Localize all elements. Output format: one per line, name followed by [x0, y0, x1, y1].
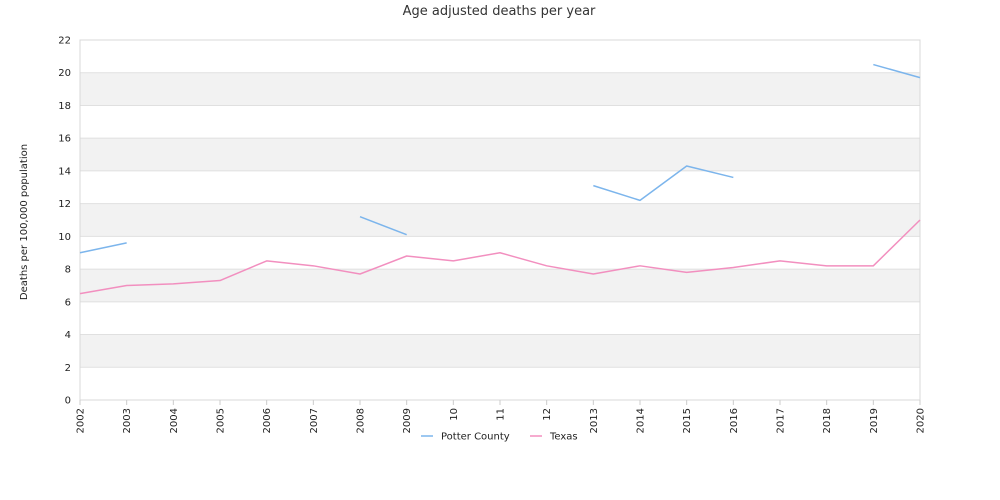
- y-tick-label: 4: [65, 330, 71, 341]
- x-tick-label: 2020: [916, 408, 927, 433]
- plot-band: [80, 203, 920, 237]
- legend-label: Potter County: [441, 432, 510, 443]
- x-tick-label: 2008: [356, 408, 367, 433]
- plot-bands: [80, 72, 920, 368]
- plot-band: [80, 72, 920, 106]
- y-tick-label: 0: [65, 396, 71, 407]
- x-tick-label: 2016: [729, 408, 740, 433]
- chart-title: Age adjusted deaths per year: [403, 4, 596, 19]
- legend-item-0[interactable]: Potter County: [421, 432, 510, 443]
- x-tick-label: 2017: [776, 408, 787, 433]
- x-tick-label: 2007: [309, 408, 320, 433]
- x-tick-label: 2003: [122, 408, 133, 433]
- legend[interactable]: Potter County Texas: [421, 432, 578, 443]
- plot-band: [80, 334, 920, 368]
- legend-label: Texas: [549, 432, 578, 443]
- x-tick-label: 2005: [216, 408, 227, 433]
- x-tick-label: 2018: [822, 408, 833, 433]
- series-0: [79, 63, 921, 254]
- series-line-segment: [79, 242, 127, 254]
- x-tick-label: 2013: [589, 408, 600, 433]
- series-line-segment: [593, 165, 734, 202]
- series-line-segment: [79, 219, 921, 295]
- y-tick-label: 20: [58, 68, 71, 79]
- plot-band: [80, 269, 920, 302]
- x-tick-labels: 2002 2003 2004 2005 2006 2007 2008 2009 10 11 12 20…: [76, 400, 927, 433]
- legend-item-1[interactable]: Texas: [530, 432, 578, 443]
- x-tick-label: 2006: [262, 408, 273, 433]
- y-tick-label: 18: [58, 101, 71, 112]
- y-tick-label: 22: [58, 36, 71, 47]
- y-tick-labels: 0 2 4 6 8 10 12 14 16 18 20 22: [58, 36, 71, 407]
- series-lines: [79, 63, 921, 295]
- y-tick-label: 2: [65, 363, 71, 374]
- y-tick-label: 6: [65, 297, 71, 308]
- y-tick-label: 10: [58, 232, 71, 243]
- series-line-segment: [359, 216, 407, 236]
- x-tick-label: 2002: [76, 408, 87, 433]
- plot-band: [80, 138, 920, 171]
- y-tick-label: 8: [65, 265, 71, 276]
- y-tick-label: 12: [58, 199, 71, 210]
- x-tick-label: 2015: [682, 408, 693, 433]
- x-tick-label: 12: [542, 408, 553, 421]
- x-tick-label: 11: [496, 408, 507, 421]
- y-axis-label: Deaths per 100,000 population: [19, 144, 30, 300]
- x-tick-label: 2009: [402, 408, 413, 433]
- y-tick-label: 14: [58, 166, 71, 177]
- x-tick-label: 10: [449, 408, 460, 421]
- x-tick-label: 2004: [169, 408, 180, 433]
- series-1: [79, 219, 921, 295]
- series-line-segment: [873, 63, 921, 79]
- x-tick-label: 2019: [869, 408, 880, 433]
- x-tick-label: 2014: [636, 408, 647, 433]
- y-tick-label: 16: [58, 134, 71, 145]
